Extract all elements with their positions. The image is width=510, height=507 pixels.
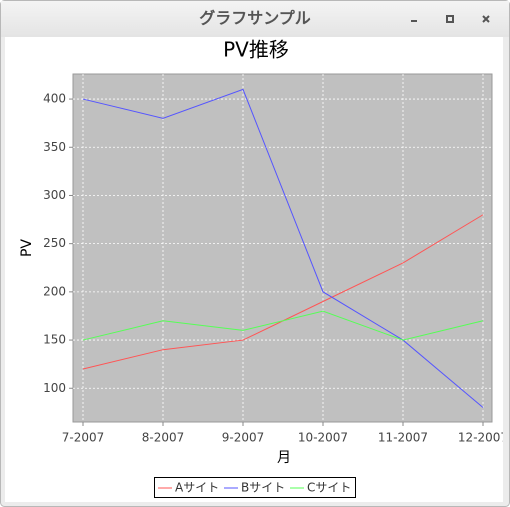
y-tick-label: 350	[43, 140, 66, 154]
y-tick-label: 250	[43, 236, 66, 250]
x-tick-label: 12-2007	[458, 431, 508, 445]
chart: PV推移 月 PV 100 150 200 250 300 350 400 7-2007 8-2…	[19, 38, 508, 498]
close-button[interactable]	[482, 15, 490, 23]
legend-box	[154, 477, 356, 498]
y-axis-label: PV	[19, 239, 35, 257]
title-bar	[1, 1, 509, 37]
x-tick-label: 9-2007	[222, 431, 265, 445]
chart-title: PV推移	[223, 38, 289, 62]
y-tick-label: 400	[43, 92, 66, 106]
x-axis-label: 月	[277, 450, 291, 466]
y-tick-label: 100	[43, 381, 66, 395]
x-tick-label: 11-2007	[378, 431, 428, 445]
maximize-button[interactable]	[446, 15, 454, 23]
plot-area	[72, 73, 493, 423]
legend-label: Aサイト	[175, 481, 219, 495]
y-tick-label: 150	[43, 333, 66, 347]
x-tick-label: 10-2007	[298, 431, 348, 445]
legend-label: Cサイト	[307, 481, 351, 495]
x-tick-label: 8-2007	[142, 431, 185, 445]
legend-label: Bサイト	[241, 481, 285, 495]
y-tick-label: 200	[43, 284, 66, 298]
y-tick-label: 300	[43, 188, 66, 202]
x-tick-label: 7-2007	[62, 431, 105, 445]
window-title: グラフサンプル	[199, 9, 311, 28]
series-line	[82, 88, 484, 408]
series-line	[82, 310, 484, 341]
minimize-button[interactable]	[411, 20, 417, 22]
